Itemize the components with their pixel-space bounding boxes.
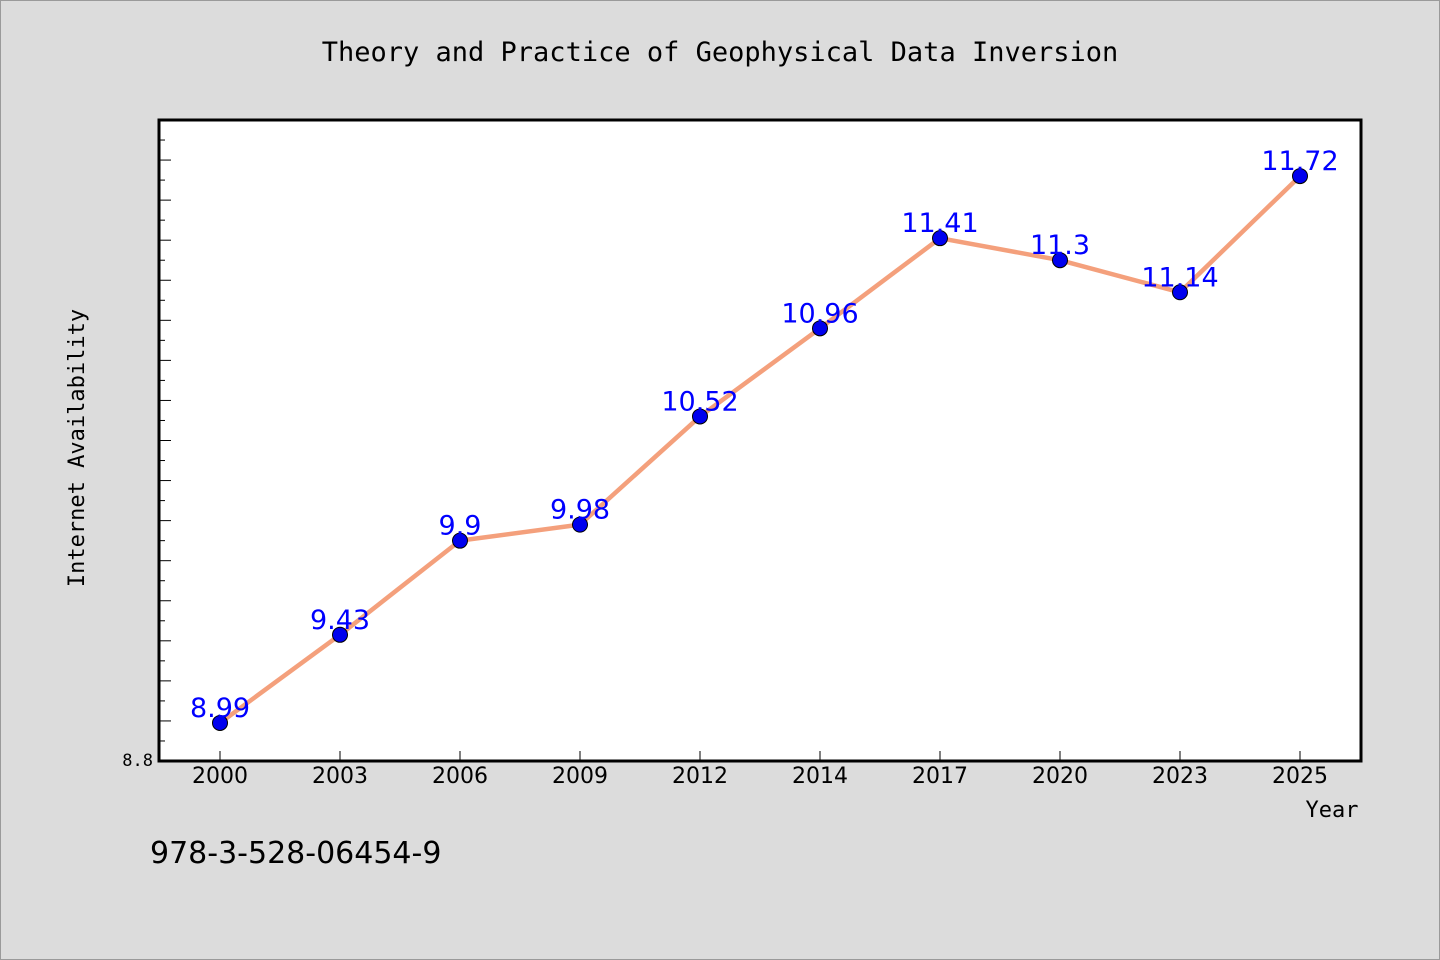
data-label: 11.72 — [1261, 146, 1338, 177]
chart-title: Theory and Practice of Geophysical Data … — [322, 37, 1119, 68]
y-tick-label: 8.8 — [122, 751, 153, 771]
x-tick-label: 2025 — [1272, 764, 1328, 789]
data-point — [812, 320, 828, 337]
data-point — [1292, 168, 1308, 185]
data-label: 11.3 — [1030, 230, 1090, 261]
x-tick-label: 2000 — [192, 764, 248, 789]
data-point — [692, 408, 708, 425]
plot-area — [157, 118, 1363, 763]
data-labels: 8.99 9.43 9.9 9.98 10.52 10.96 11.41 11.3 11.14 1… — [190, 146, 1339, 724]
data-label: 9.98 — [550, 495, 610, 526]
data-label: 11.41 — [901, 208, 978, 239]
x-tick-label: 2023 — [1152, 764, 1208, 789]
data-point — [932, 230, 948, 247]
x-tick-label: 2009 — [552, 764, 608, 789]
x-tick-label: 2012 — [672, 764, 728, 789]
x-axis-label: Year — [1306, 798, 1359, 823]
x-tick-label: 2014 — [792, 764, 848, 789]
x-tick-label: 2006 — [432, 764, 488, 789]
x-axis-ticks — [219, 751, 1301, 761]
data-markers — [212, 168, 1308, 731]
data-point — [572, 516, 588, 533]
x-tick-label: 2003 — [312, 764, 368, 789]
data-label: 11.14 — [1141, 262, 1218, 293]
data-point — [1172, 284, 1188, 301]
data-label: 8.99 — [190, 693, 250, 724]
isbn-text: 978-3-528-06454-9 — [150, 836, 441, 871]
data-point — [212, 714, 228, 731]
data-label: 9.43 — [310, 605, 370, 636]
data-point — [452, 532, 468, 549]
x-axis-tick-labels: 2000 2003 2006 2009 2012 2014 2017 2020 2023 2025 — [192, 764, 1328, 789]
data-point — [1052, 252, 1068, 269]
y-axis-ticks — [159, 139, 171, 762]
x-tick-label: 2020 — [1032, 764, 1088, 789]
y-axis-label: Internet Availability — [65, 309, 90, 587]
x-tick-label: 2017 — [912, 764, 968, 789]
data-label: 10.52 — [661, 386, 738, 417]
data-label: 10.96 — [781, 298, 858, 329]
data-point — [332, 626, 348, 643]
data-label: 9.9 — [439, 511, 482, 542]
series-line — [217, 173, 1303, 726]
